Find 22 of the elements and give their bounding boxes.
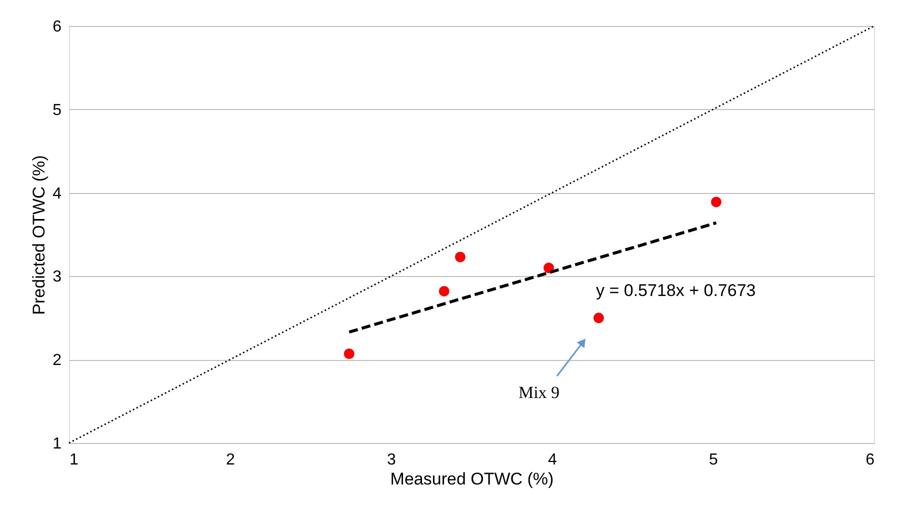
x-tick-label: 1 <box>70 452 78 468</box>
y-tick-label: 4 <box>52 185 62 202</box>
y-tick-label: 6 <box>52 18 62 36</box>
y-axis-title: Predicted OTWC (%) <box>30 155 49 315</box>
y-tick-label: 2 <box>52 352 62 370</box>
y-tick-label: 3 <box>52 268 62 286</box>
point <box>544 262 554 274</box>
x-tick-label: 2 <box>226 452 236 468</box>
point <box>454 252 466 262</box>
point <box>438 286 450 296</box>
x-tick-label: 5 <box>709 452 718 468</box>
annotation: Mix 9 <box>518 383 560 402</box>
annotation: y = 0.5718x + 0.7673 <box>596 281 756 300</box>
point <box>593 312 604 324</box>
y-tick-label: 1 <box>52 436 62 452</box>
point <box>344 348 354 359</box>
y-tick-label: 5 <box>52 102 62 119</box>
x-tick-label: 3 <box>387 452 396 468</box>
x-axis-title: Measured OTWC (%) <box>390 470 554 488</box>
x-tick-label: 6 <box>866 452 875 468</box>
x-tick-label: 4 <box>548 452 558 468</box>
point <box>710 196 722 208</box>
